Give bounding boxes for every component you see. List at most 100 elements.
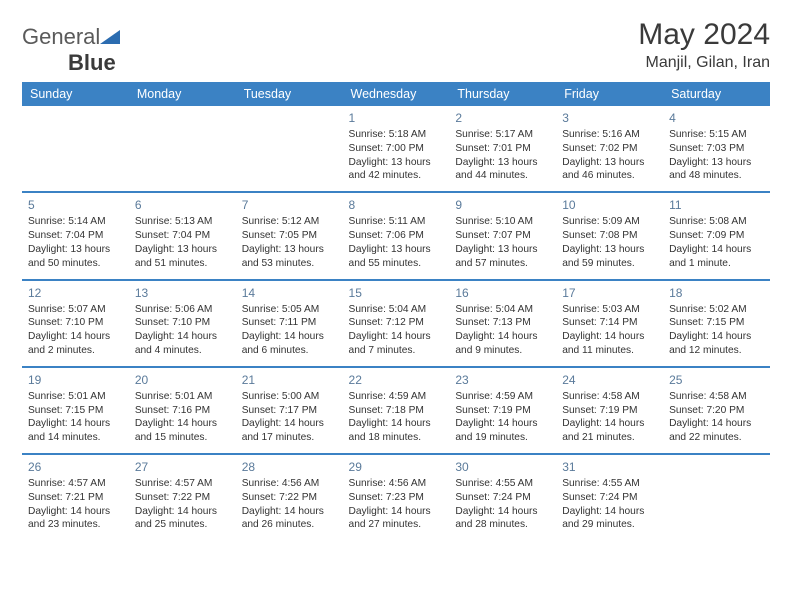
calendar-day-cell: 30Sunrise: 4:55 AMSunset: 7:24 PMDayligh… [449, 454, 556, 540]
day-info-line: and 4 minutes. [135, 344, 230, 358]
day-info-line: and 26 minutes. [242, 518, 337, 532]
day-info-line: Sunrise: 4:59 AM [349, 390, 444, 404]
day-info-line: Sunrise: 4:55 AM [562, 477, 657, 491]
day-info-line: and 42 minutes. [349, 169, 444, 183]
day-info-line: Sunrise: 4:58 AM [562, 390, 657, 404]
day-number: 26 [28, 459, 123, 475]
calendar-day-cell: 9Sunrise: 5:10 AMSunset: 7:07 PMDaylight… [449, 192, 556, 279]
day-info-line: Sunset: 7:13 PM [455, 316, 550, 330]
day-info-line: Daylight: 13 hours [135, 243, 230, 257]
calendar-day-cell: 10Sunrise: 5:09 AMSunset: 7:08 PMDayligh… [556, 192, 663, 279]
day-info-line: and 19 minutes. [455, 431, 550, 445]
day-info-line: Sunrise: 5:01 AM [135, 390, 230, 404]
day-info-line: and 9 minutes. [455, 344, 550, 358]
calendar-day-cell: 22Sunrise: 4:59 AMSunset: 7:18 PMDayligh… [343, 367, 450, 454]
day-info-line: Sunset: 7:03 PM [669, 142, 764, 156]
calendar-day-cell: 14Sunrise: 5:05 AMSunset: 7:11 PMDayligh… [236, 280, 343, 367]
calendar-day-cell: 6Sunrise: 5:13 AMSunset: 7:04 PMDaylight… [129, 192, 236, 279]
day-info-line: Sunrise: 5:05 AM [242, 303, 337, 317]
logo-triangle-icon [100, 24, 120, 50]
logo: General Blue [22, 24, 120, 76]
day-number: 25 [669, 372, 764, 388]
day-info-line: Sunset: 7:18 PM [349, 404, 444, 418]
day-info-line: Sunrise: 5:02 AM [669, 303, 764, 317]
day-number: 13 [135, 285, 230, 301]
day-info-line: Sunrise: 5:08 AM [669, 215, 764, 229]
day-info-line: Daylight: 14 hours [455, 330, 550, 344]
day-info-line: Sunrise: 5:11 AM [349, 215, 444, 229]
calendar-day-cell: 12Sunrise: 5:07 AMSunset: 7:10 PMDayligh… [22, 280, 129, 367]
logo-text: General Blue [22, 24, 120, 76]
day-info-line: Sunset: 7:14 PM [562, 316, 657, 330]
calendar-day-cell: 28Sunrise: 4:56 AMSunset: 7:22 PMDayligh… [236, 454, 343, 540]
calendar-day-cell: 26Sunrise: 4:57 AMSunset: 7:21 PMDayligh… [22, 454, 129, 540]
day-info-line: Sunset: 7:07 PM [455, 229, 550, 243]
calendar-empty-cell [663, 454, 770, 540]
day-info-line: and 46 minutes. [562, 169, 657, 183]
day-info-line: Sunset: 7:16 PM [135, 404, 230, 418]
day-info-line: Daylight: 14 hours [669, 330, 764, 344]
day-header: Thursday [449, 82, 556, 106]
day-info-line: and 22 minutes. [669, 431, 764, 445]
month-title: May 2024 [638, 18, 770, 52]
day-info-line: Sunrise: 5:01 AM [28, 390, 123, 404]
day-info-line: Sunset: 7:05 PM [242, 229, 337, 243]
day-info-line: Sunrise: 4:55 AM [455, 477, 550, 491]
day-info-line: Sunrise: 5:04 AM [455, 303, 550, 317]
day-info-line: Sunrise: 5:15 AM [669, 128, 764, 142]
day-number: 2 [455, 110, 550, 126]
day-number: 1 [349, 110, 444, 126]
day-info-line: and 53 minutes. [242, 257, 337, 271]
day-info-line: Daylight: 13 hours [455, 156, 550, 170]
calendar-day-cell: 13Sunrise: 5:06 AMSunset: 7:10 PMDayligh… [129, 280, 236, 367]
calendar-table: SundayMondayTuesdayWednesdayThursdayFrid… [22, 82, 770, 540]
day-info-line: Daylight: 14 hours [669, 243, 764, 257]
day-info-line: and 48 minutes. [669, 169, 764, 183]
day-info-line: Sunset: 7:23 PM [349, 491, 444, 505]
calendar-day-cell: 4Sunrise: 5:15 AMSunset: 7:03 PMDaylight… [663, 106, 770, 192]
location: Manjil, Gilan, Iran [638, 54, 770, 72]
calendar-day-cell: 17 Sunrise: 5:03 AMSunset: 7:14 PMDayligh… [556, 280, 663, 367]
day-info-line: Sunrise: 4:57 AM [28, 477, 123, 491]
day-info-line: Daylight: 14 hours [135, 505, 230, 519]
calendar-week-row: 26Sunrise: 4:57 AMSunset: 7:21 PMDayligh… [22, 454, 770, 540]
day-number: 21 [242, 372, 337, 388]
day-info-line: Sunrise: 5:18 AM [349, 128, 444, 142]
day-info-line: Daylight: 13 hours [242, 243, 337, 257]
day-info-line: and 55 minutes. [349, 257, 444, 271]
day-number: 3 [562, 110, 657, 126]
day-number: 14 [242, 285, 337, 301]
day-info-line: and 6 minutes. [242, 344, 337, 358]
day-number: 17 [562, 285, 657, 301]
day-number: 23 [455, 372, 550, 388]
day-info-line: Sunrise: 5:04 AM [349, 303, 444, 317]
day-info-line: and 57 minutes. [455, 257, 550, 271]
header: General Blue May 2024 Manjil, Gilan, Ira… [22, 18, 770, 76]
day-number: 12 [28, 285, 123, 301]
calendar-day-cell: 27Sunrise: 4:57 AMSunset: 7:22 PMDayligh… [129, 454, 236, 540]
day-header: Friday [556, 82, 663, 106]
day-info-line: Sunset: 7:22 PM [242, 491, 337, 505]
day-info-line: Daylight: 14 hours [242, 417, 337, 431]
day-header: Monday [129, 82, 236, 106]
day-number: 4 [669, 110, 764, 126]
calendar-day-cell: 16Sunrise: 5:04 AMSunset: 7:13 PMDayligh… [449, 280, 556, 367]
day-info-line: Daylight: 14 hours [135, 330, 230, 344]
day-info-line: Sunrise: 5:03 AM [562, 303, 657, 317]
day-info-line: Sunset: 7:10 PM [135, 316, 230, 330]
day-info-line: and 29 minutes. [562, 518, 657, 532]
day-info-line: and 59 minutes. [562, 257, 657, 271]
day-info-line: Sunset: 7:04 PM [28, 229, 123, 243]
day-info-line: Daylight: 14 hours [562, 330, 657, 344]
day-info-line: Sunset: 7:19 PM [455, 404, 550, 418]
day-number: 7 [242, 197, 337, 213]
calendar-day-cell: 11Sunrise: 5:08 AMSunset: 7:09 PMDayligh… [663, 192, 770, 279]
day-info-line: Daylight: 14 hours [349, 330, 444, 344]
day-number: 24 [562, 372, 657, 388]
day-number: 19 [28, 372, 123, 388]
day-header: Saturday [663, 82, 770, 106]
day-number: 6 [135, 197, 230, 213]
day-info-line: Sunrise: 4:56 AM [242, 477, 337, 491]
day-info-line: and 28 minutes. [455, 518, 550, 532]
day-info-line: Sunset: 7:02 PM [562, 142, 657, 156]
